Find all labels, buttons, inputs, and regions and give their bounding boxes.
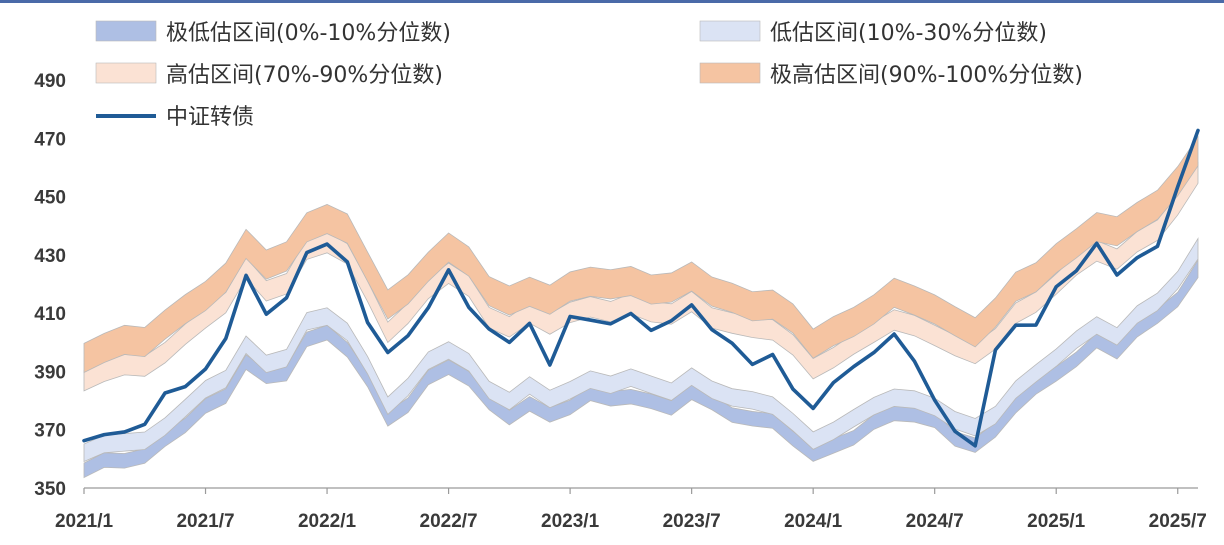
series-line-zhongzheng-convertible	[82, 128, 1200, 448]
legend-swatch	[699, 20, 761, 42]
percentile-bands	[83, 135, 1199, 479]
legend-label: 中证转债	[166, 105, 254, 130]
band-very-low	[83, 258, 1199, 479]
x-tick-label: 2023/7	[663, 511, 721, 532]
x-tick-label: 2021/7	[176, 511, 234, 532]
y-tick-label: 490	[34, 71, 66, 92]
y-tick-label: 430	[34, 246, 66, 267]
x-tick-label: 2022/7	[420, 511, 478, 532]
legend-label: 极高估区间(90%-100%分位数)	[770, 63, 1083, 88]
legend-label: 高估区间(70%-90%分位数)	[166, 63, 443, 88]
legend-swatch	[699, 62, 761, 84]
legend: 极低估区间(0%-10%分位数) 低估区间(10%-30%分位数) 高估区间(70%…	[95, 20, 1083, 130]
band-low	[83, 237, 1199, 463]
x-tick-label: 2025/7	[1149, 511, 1207, 532]
series-line-layer	[82, 128, 1200, 448]
band-very-high	[83, 135, 1199, 374]
legend-swatch	[95, 62, 157, 84]
legend-label: 极低估区间(0%-10%分位数)	[166, 21, 451, 46]
x-tick-label: 2023/1	[541, 511, 600, 532]
y-tick-label: 390	[34, 362, 66, 383]
y-tick-label: 450	[34, 188, 66, 209]
y-tick-label: 350	[34, 479, 66, 500]
x-tick-label: 2022/1	[298, 511, 357, 532]
legend-swatch	[95, 20, 157, 42]
y-tick-label: 470	[34, 129, 66, 150]
x-tick-label: 2024/1	[784, 511, 843, 532]
x-tick-label: 2025/1	[1027, 511, 1086, 532]
y-tick-label: 410	[34, 304, 66, 325]
top-frame-border	[0, 0, 1224, 3]
y-tick-label: 370	[34, 421, 66, 442]
axes: 350 370 390 410 430 450 470 490 2021/1 2021/7 2022…	[34, 71, 1207, 532]
legend-label: 低估区间(10%-30%分位数)	[770, 21, 1047, 46]
x-tick-label: 2021/1	[55, 511, 114, 532]
x-tick-label: 2024/7	[906, 511, 964, 532]
